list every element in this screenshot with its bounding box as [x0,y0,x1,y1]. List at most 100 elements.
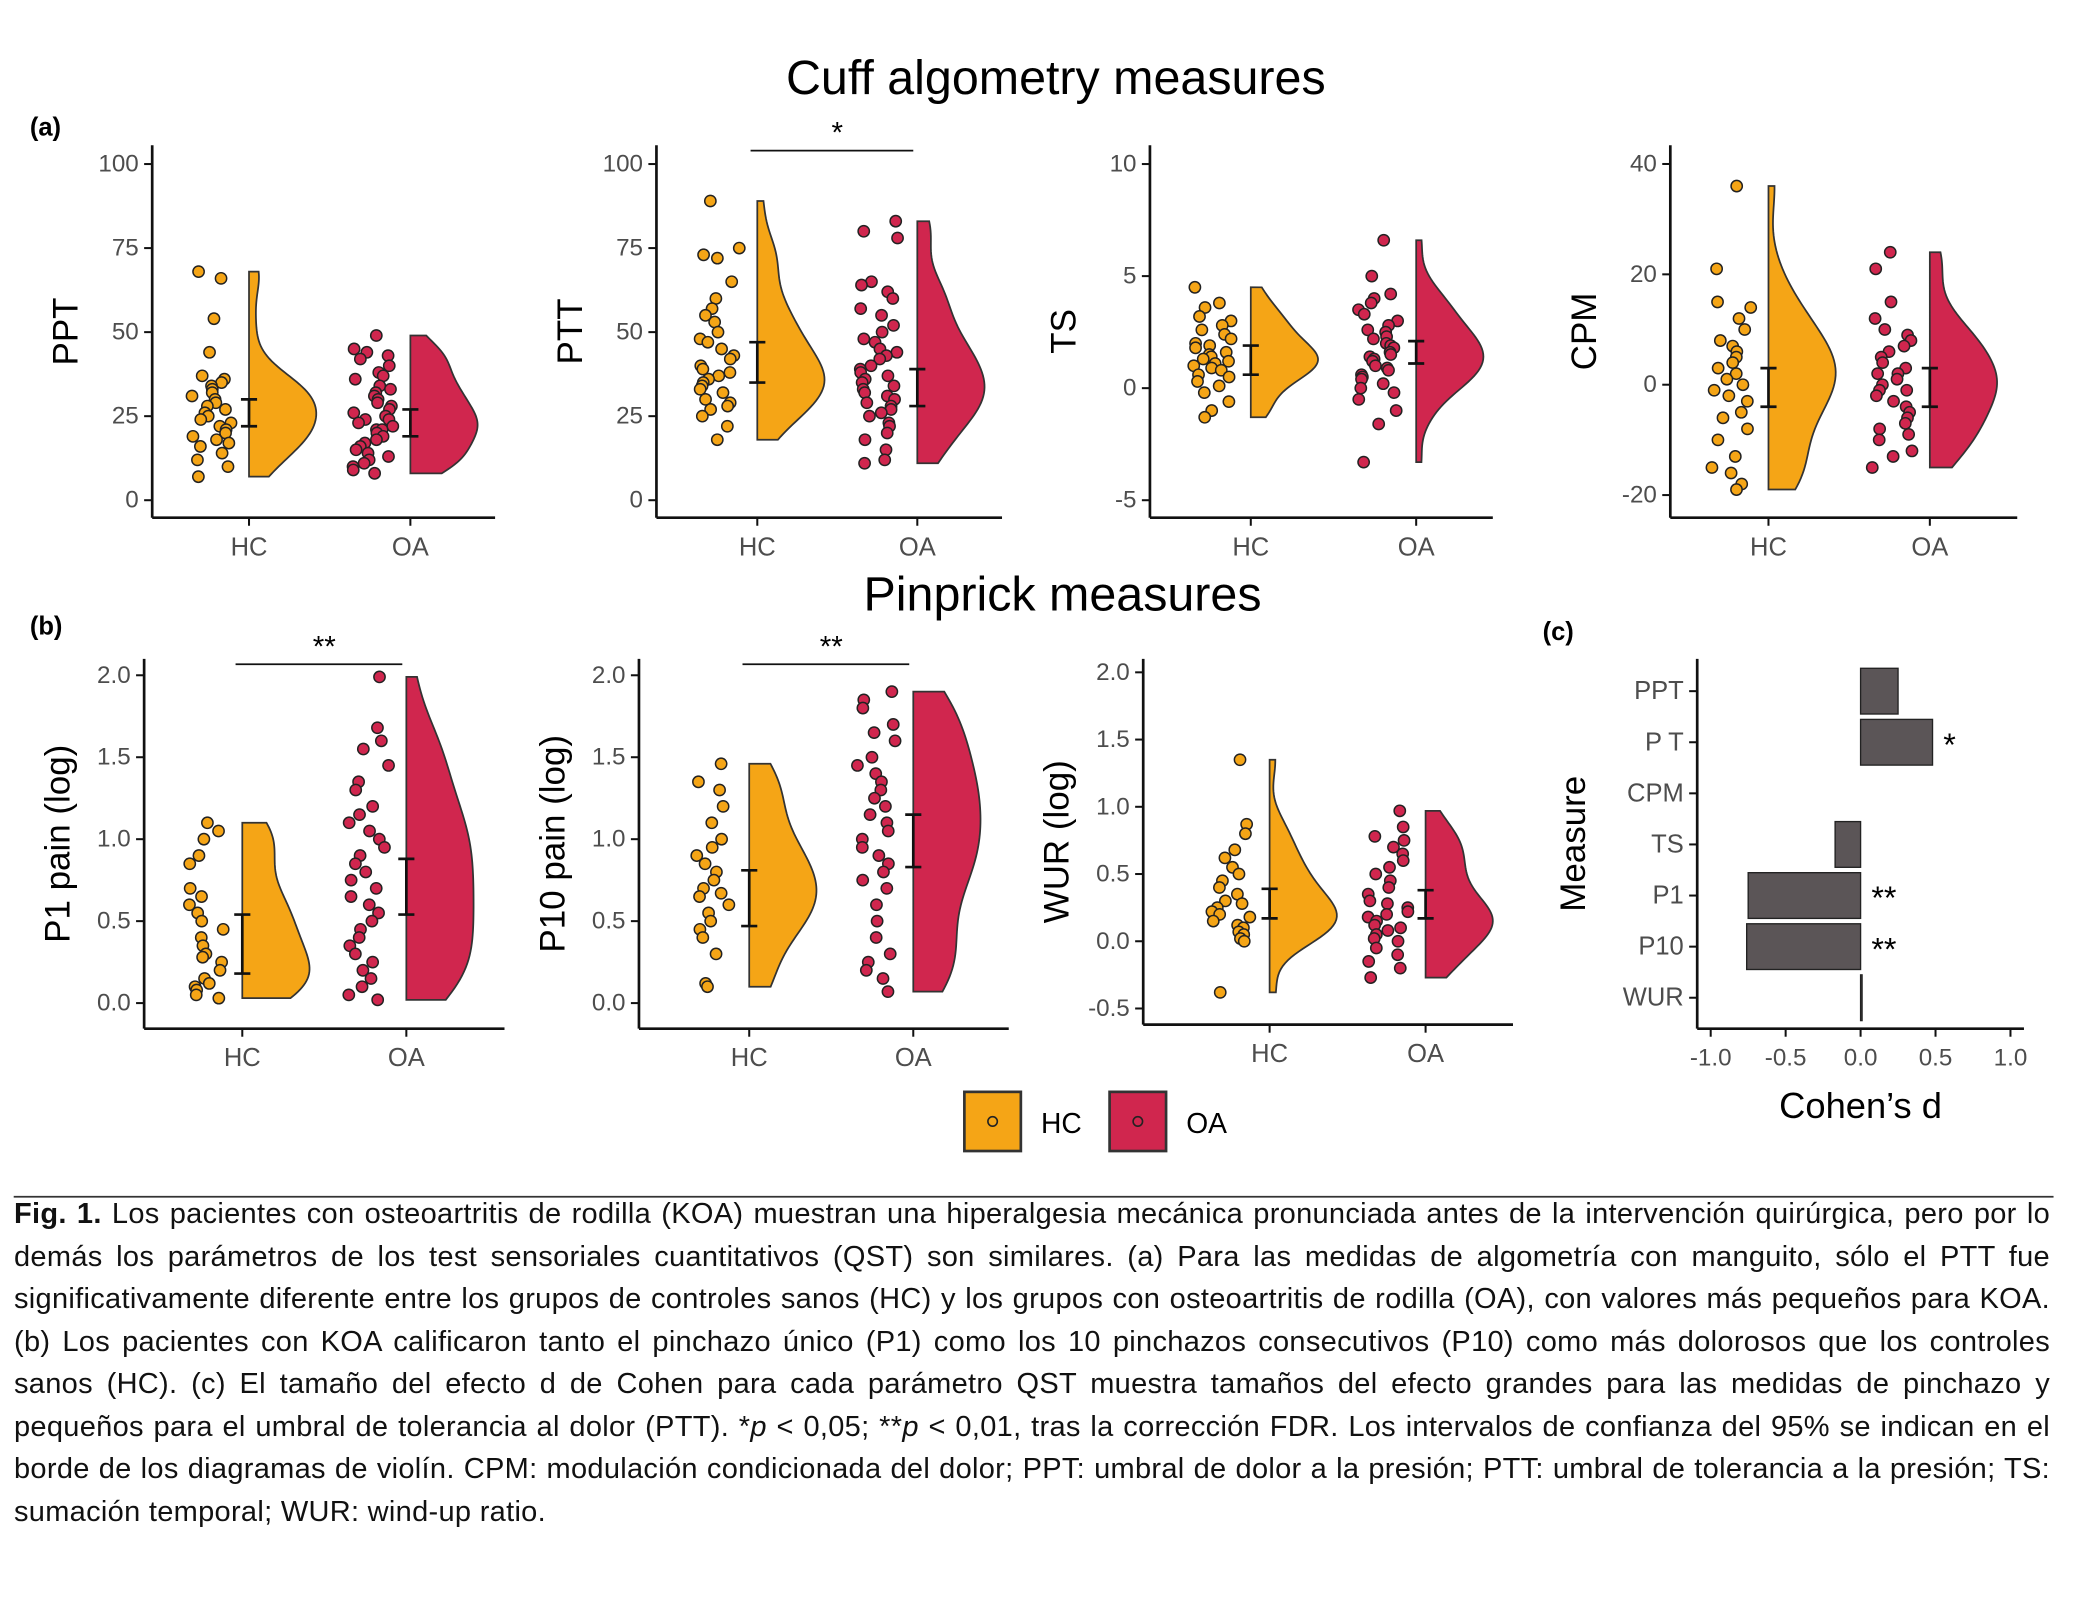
data-point [382,359,396,373]
y-tick-label: TS [1651,830,1684,858]
y-tick-label: 0.0 [1096,928,1130,955]
data-point [1902,427,1916,441]
data-point [349,857,362,871]
data-point [183,857,197,871]
data-point [1732,312,1746,325]
data-point [353,808,366,821]
legend-label: OA [1186,1107,1227,1139]
data-point [1352,392,1366,406]
data-point [881,824,895,838]
significance-label: * [1943,727,1956,763]
data-point [860,396,874,410]
data-point [1705,461,1719,474]
data-point [1713,334,1727,347]
violin [1415,239,1485,463]
data-point [1740,394,1754,408]
data-point [349,443,363,457]
x-tick-label: 1.0 [1994,1045,2028,1072]
y-tick-label: 0.0 [97,990,131,1017]
data-point [705,816,719,830]
data-point [881,985,895,999]
bar [1859,718,1934,766]
y-tick-label: 2.0 [97,662,131,689]
data-point [891,231,904,245]
bar [1745,923,1862,971]
data-point [710,251,724,265]
data-point [215,446,229,460]
data-point [183,898,196,912]
data-point [1363,894,1377,908]
x-tick-label: HC [1232,533,1269,561]
data-point [1381,924,1395,937]
data-point [1865,461,1879,474]
x-tick-label: OA [392,533,429,561]
data-point [709,947,723,961]
y-tick-label: 50 [616,319,643,346]
data-point [878,453,892,467]
data-point [701,980,714,994]
y-tick-label: 25 [112,403,139,430]
data-point [212,991,226,1005]
data-point [876,972,890,985]
data-point [723,352,737,366]
data-point [1869,262,1883,276]
y-tick-label: 100 [603,151,643,178]
x-tick-label: OA [1398,533,1435,561]
data-point [192,265,205,279]
data-point [696,362,710,376]
caption-text: p [750,1410,767,1443]
data-point [1198,410,1212,424]
data-point [382,759,395,772]
significance-label: ** [820,630,844,663]
violin [916,220,986,465]
data-point [191,453,204,467]
data-point [1716,411,1730,425]
data-point [1726,356,1740,370]
legend-swatch [963,1090,1023,1153]
data-point [203,345,216,359]
caption-label: Fig. 1. [14,1198,102,1230]
data-point [890,345,904,359]
data-point [863,409,876,423]
data-point [1897,339,1911,353]
data-point [856,701,870,715]
bar [1834,820,1862,868]
data-point [1354,381,1368,395]
data-point [356,963,370,977]
data-point [1900,383,1914,397]
data-point [372,906,385,920]
data-point [1870,389,1883,403]
y-tick-label: -0.5 [1088,995,1130,1022]
y-tick-label: -5 [1115,487,1137,514]
data-point [732,241,746,255]
data-point [1376,377,1390,391]
data-point [880,881,894,895]
data-point [699,308,712,322]
data-point [1380,907,1394,921]
data-point [349,783,363,797]
data-point [1884,295,1898,309]
data-point [859,963,873,977]
data-point [690,849,704,862]
data-point [703,194,717,208]
data-point [1369,359,1382,373]
data-point [856,873,870,887]
data-point [192,849,206,862]
data-point [346,463,360,477]
data-point [1711,361,1725,375]
data-point [870,914,884,928]
data-point [1365,269,1379,283]
data-point [1711,295,1724,309]
violin [1268,758,1338,994]
data-point [382,450,395,463]
data-point [858,456,871,470]
data-point [714,886,728,900]
data-point [865,750,879,764]
data-point [1710,262,1723,276]
data-point [194,440,207,453]
data-point [196,950,210,964]
section-title: Cuff algometry measures [786,51,1326,105]
significance-label: * [832,117,844,150]
y-axis-label: WUR (log) [1038,760,1077,923]
data-point [1362,955,1376,968]
